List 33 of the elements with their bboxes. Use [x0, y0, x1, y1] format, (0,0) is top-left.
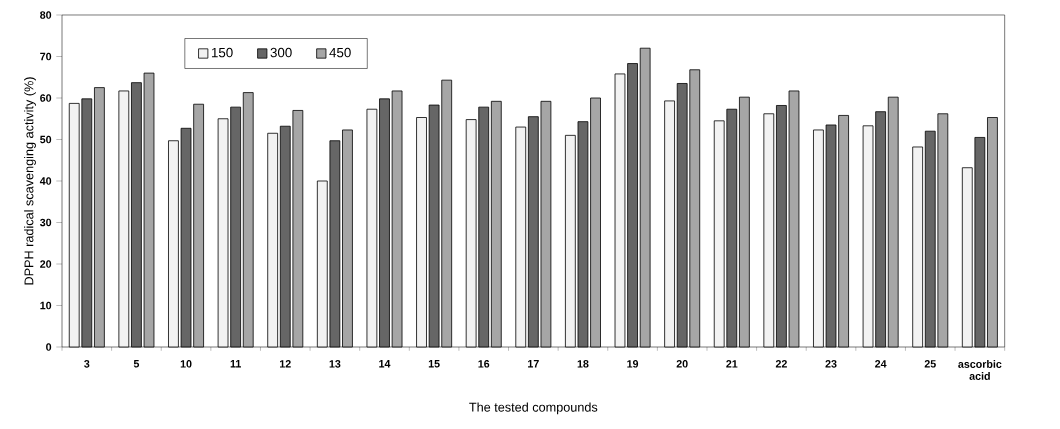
- y-tick-label: 70: [40, 52, 52, 61]
- legend-label: 150: [211, 47, 233, 58]
- x-tick-label: 21: [726, 360, 738, 368]
- x-tick-label: ascorbic acid: [958, 360, 1002, 380]
- y-tick-label: 30: [39, 218, 52, 227]
- x-tick-label: 3: [84, 360, 90, 368]
- y-tick-label: 50: [40, 135, 52, 144]
- y-tick-label: 20: [40, 260, 52, 268]
- y-tick-label: 10: [40, 301, 52, 310]
- legend-label: 300: [270, 47, 292, 58]
- x-tick-label: 13: [329, 360, 341, 368]
- x-tick-label: 10: [180, 360, 192, 368]
- x-tick-label: 20: [676, 360, 688, 368]
- x-tick-label: 16: [478, 360, 490, 368]
- x-axis-title: The tested compounds: [469, 402, 598, 415]
- y-tick-label: 60: [40, 94, 52, 102]
- legend-label: 450: [329, 47, 351, 58]
- x-tick-label: 11: [230, 360, 241, 368]
- x-tick-label: 12: [280, 360, 291, 368]
- x-tick-label: 5: [133, 360, 140, 368]
- x-tick-label: 22: [775, 360, 787, 368]
- x-tick-label: 18: [577, 360, 589, 368]
- x-tick-label: 17: [528, 360, 539, 368]
- x-tick-label: 14: [379, 360, 391, 368]
- x-tick-label: 19: [627, 360, 639, 368]
- y-axis-title: DPPH radical scavenging activity (%): [24, 77, 36, 285]
- x-tick-label: 25: [924, 360, 936, 368]
- x-tick-label: 23: [825, 360, 837, 368]
- y-tick-label: 80: [40, 11, 52, 19]
- x-tick-label: 15: [428, 360, 440, 368]
- y-tick-label: 0: [46, 343, 52, 351]
- y-tick-label: 40: [39, 177, 52, 185]
- x-tick-label: 24: [875, 360, 887, 368]
